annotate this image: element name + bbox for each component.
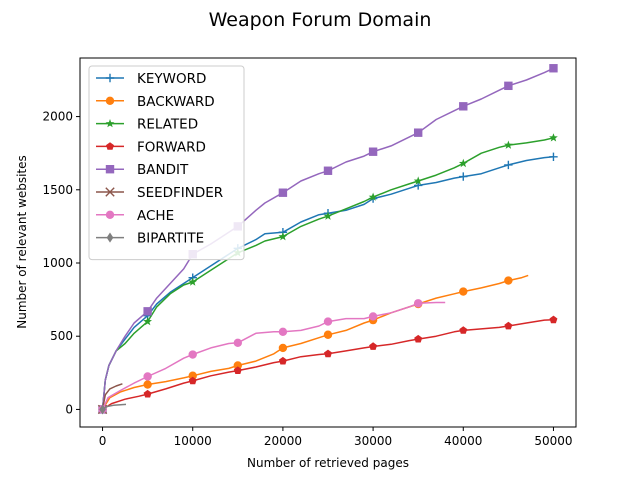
y-tick-label: 500 <box>50 329 73 343</box>
x-tick-label: 40000 <box>444 434 482 448</box>
data-point-bandit <box>278 188 288 197</box>
legend-label-keyword: KEYWORD <box>137 71 206 87</box>
y-tick-label: 2000 <box>42 110 73 124</box>
series-line-related <box>101 137 554 410</box>
legend-label-related: RELATED <box>137 117 198 133</box>
data-point-bandit <box>504 81 513 91</box>
data-point-backward <box>459 287 468 296</box>
legend-label-seedfinder: SEEDFINDER <box>137 185 223 201</box>
data-point-forward <box>369 342 378 350</box>
legend-marker-ache <box>105 210 115 219</box>
data-point-related <box>323 211 333 220</box>
y-axis-label: Number of relevant websites <box>15 155 29 329</box>
legend-marker-keyword <box>105 73 115 83</box>
data-point-ache <box>368 312 378 321</box>
legend-marker-forward <box>106 142 114 150</box>
data-point-forward <box>459 326 468 334</box>
x-axis-label: Number of retrieved pages <box>247 456 409 470</box>
series-line-keyword <box>101 156 554 410</box>
legend-label-bandit: BANDIT <box>137 162 189 178</box>
data-point-forward <box>143 389 152 398</box>
data-point-ache <box>278 327 288 337</box>
data-point-bandit <box>413 128 423 137</box>
series-line-forward <box>102 319 554 411</box>
series-line-bipartite <box>102 403 127 411</box>
series-line-ache <box>101 301 446 410</box>
y-tick-label: 0 <box>65 402 73 416</box>
x-tick-label: 0 <box>99 434 107 448</box>
chart-title: Weapon Forum Domain <box>209 9 432 31</box>
data-point-bandit <box>323 166 333 175</box>
data-point-ache <box>143 372 152 381</box>
data-point-ache <box>188 350 197 359</box>
data-point-bipartite <box>99 404 106 415</box>
data-point-forward <box>549 315 558 324</box>
legend-label-backward: BACKWARD <box>137 94 215 110</box>
data-point-bandit <box>549 64 558 73</box>
data-point-forward <box>233 366 242 374</box>
data-point-keyword <box>459 172 468 181</box>
data-point-bandit <box>459 102 468 111</box>
y-tick-label: 1000 <box>42 256 73 270</box>
legend-marker-bandit <box>105 165 115 174</box>
data-point-bandit <box>143 307 152 316</box>
x-tick-label: 30000 <box>354 434 392 448</box>
data-point-related <box>368 192 378 201</box>
data-point-related <box>458 158 468 168</box>
data-point-backward <box>504 276 513 285</box>
data-point-keyword <box>504 160 513 170</box>
data-point-backward <box>188 371 197 380</box>
data-point-related <box>278 232 288 241</box>
data-point-backward <box>278 343 288 353</box>
series-line-bandit <box>101 67 554 410</box>
legend-marker-bipartite <box>106 232 114 243</box>
legend: KEYWORD BACKWARD RELATED FORWARD BANDIT SEEDF… <box>88 65 245 261</box>
data-point-related <box>549 133 558 142</box>
legend-marker-related <box>105 119 115 128</box>
data-point-bandit <box>368 147 378 156</box>
data-point-related <box>413 176 423 185</box>
data-point-forward <box>324 349 332 358</box>
data-point-ache <box>233 338 243 348</box>
data-point-related <box>188 277 198 286</box>
legend-label-bipartite: BIPARTITE <box>137 231 204 247</box>
legend-marker-seedfinder <box>105 187 115 197</box>
series-line-seedfinder <box>101 383 123 410</box>
data-point-ache <box>323 317 333 326</box>
legend-marker-backward <box>105 96 115 106</box>
data-point-backward <box>323 330 333 339</box>
data-point-forward <box>414 334 423 343</box>
x-tick-label: 10000 <box>174 434 212 448</box>
axes-frame <box>79 57 577 428</box>
data-point-related <box>143 317 152 326</box>
data-point-forward <box>278 356 287 365</box>
legend-label-ache: ACHE <box>137 208 174 224</box>
legend-label-forward: FORWARD <box>137 139 206 155</box>
x-tick-label: 50000 <box>534 434 572 448</box>
data-point-keyword <box>549 152 558 162</box>
data-point-ache <box>413 299 423 308</box>
legend-frame <box>88 65 245 261</box>
data-point-related <box>504 140 513 149</box>
data-point-forward <box>188 376 197 385</box>
y-tick-label: 1500 <box>42 183 73 197</box>
data-point-backward <box>143 380 152 389</box>
data-point-backward <box>233 361 243 370</box>
data-point-forward <box>504 321 513 330</box>
x-tick-label: 20000 <box>264 434 302 448</box>
